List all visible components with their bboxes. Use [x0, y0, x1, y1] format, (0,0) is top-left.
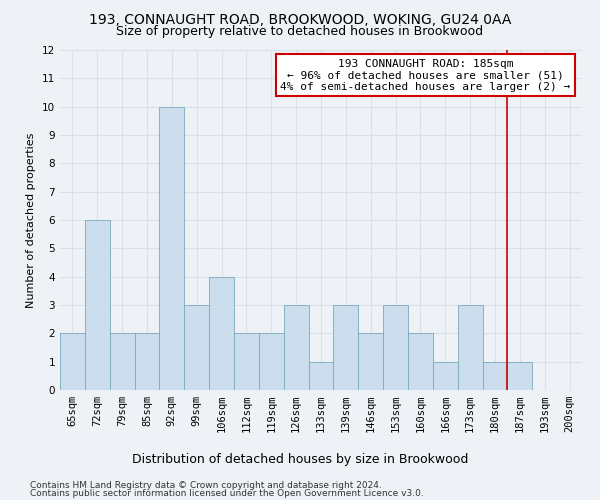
Bar: [85, 220, 110, 390]
Bar: [482, 362, 508, 390]
Text: Contains HM Land Registry data © Crown copyright and database right 2024.: Contains HM Land Registry data © Crown c…: [30, 481, 382, 490]
Bar: [209, 276, 234, 390]
Bar: [308, 362, 334, 390]
Bar: [184, 305, 209, 390]
Bar: [259, 334, 284, 390]
Bar: [408, 334, 433, 390]
Bar: [508, 362, 532, 390]
Bar: [60, 334, 85, 390]
Text: Distribution of detached houses by size in Brookwood: Distribution of detached houses by size …: [132, 452, 468, 466]
Bar: [334, 305, 358, 390]
Bar: [284, 305, 308, 390]
Bar: [234, 334, 259, 390]
Y-axis label: Number of detached properties: Number of detached properties: [26, 132, 37, 308]
Bar: [358, 334, 383, 390]
Text: 193 CONNAUGHT ROAD: 185sqm
← 96% of detached houses are smaller (51)
4% of semi-: 193 CONNAUGHT ROAD: 185sqm ← 96% of deta…: [280, 58, 571, 92]
Text: Contains public sector information licensed under the Open Government Licence v3: Contains public sector information licen…: [30, 489, 424, 498]
Text: 193, CONNAUGHT ROAD, BROOKWOOD, WOKING, GU24 0AA: 193, CONNAUGHT ROAD, BROOKWOOD, WOKING, …: [89, 12, 511, 26]
Bar: [110, 334, 134, 390]
Bar: [160, 106, 184, 390]
Bar: [458, 305, 482, 390]
Text: Size of property relative to detached houses in Brookwood: Size of property relative to detached ho…: [116, 25, 484, 38]
Bar: [134, 334, 160, 390]
Bar: [433, 362, 458, 390]
Bar: [383, 305, 408, 390]
